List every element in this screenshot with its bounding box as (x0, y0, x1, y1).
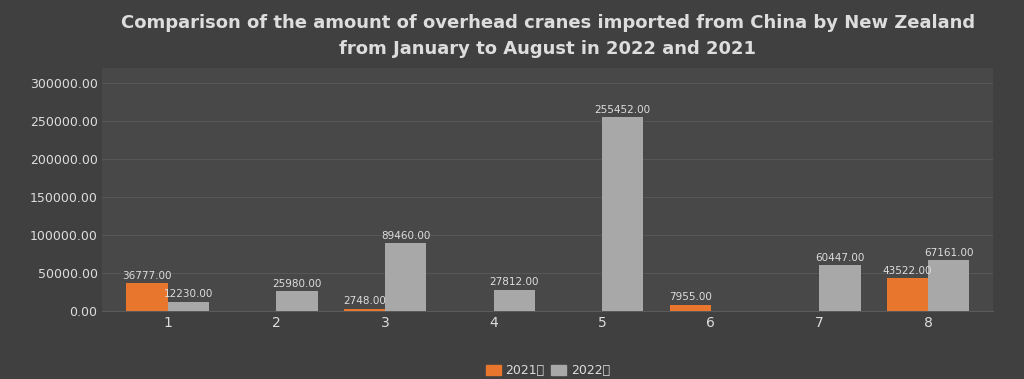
Bar (670, 305, 711, 311)
Text: 25980.00: 25980.00 (272, 279, 322, 289)
Text: 67161.00: 67161.00 (924, 247, 974, 258)
Text: 89460.00: 89460.00 (381, 231, 430, 241)
Legend: 2021年, 2022年: 2021年, 2022年 (480, 359, 615, 379)
Text: 7955.00: 7955.00 (669, 293, 712, 302)
Bar (887, 278, 928, 311)
Bar (168, 302, 209, 311)
Bar (126, 283, 168, 311)
Text: 60447.00: 60447.00 (815, 253, 865, 263)
Bar (602, 117, 643, 311)
Bar (494, 290, 535, 311)
Text: 36777.00: 36777.00 (122, 271, 172, 280)
Bar (344, 309, 385, 311)
Text: 12230.00: 12230.00 (164, 289, 213, 299)
Bar (385, 243, 426, 311)
Bar (276, 291, 317, 311)
Title: Comparison of the amount of overhead cranes imported from China by New Zealand
f: Comparison of the amount of overhead cra… (121, 14, 975, 58)
Text: 255452.00: 255452.00 (595, 105, 651, 115)
Bar (819, 265, 861, 311)
Bar (928, 260, 970, 311)
Text: 2748.00: 2748.00 (343, 296, 386, 307)
Text: 43522.00: 43522.00 (883, 266, 932, 276)
Text: 27812.00: 27812.00 (489, 277, 539, 287)
